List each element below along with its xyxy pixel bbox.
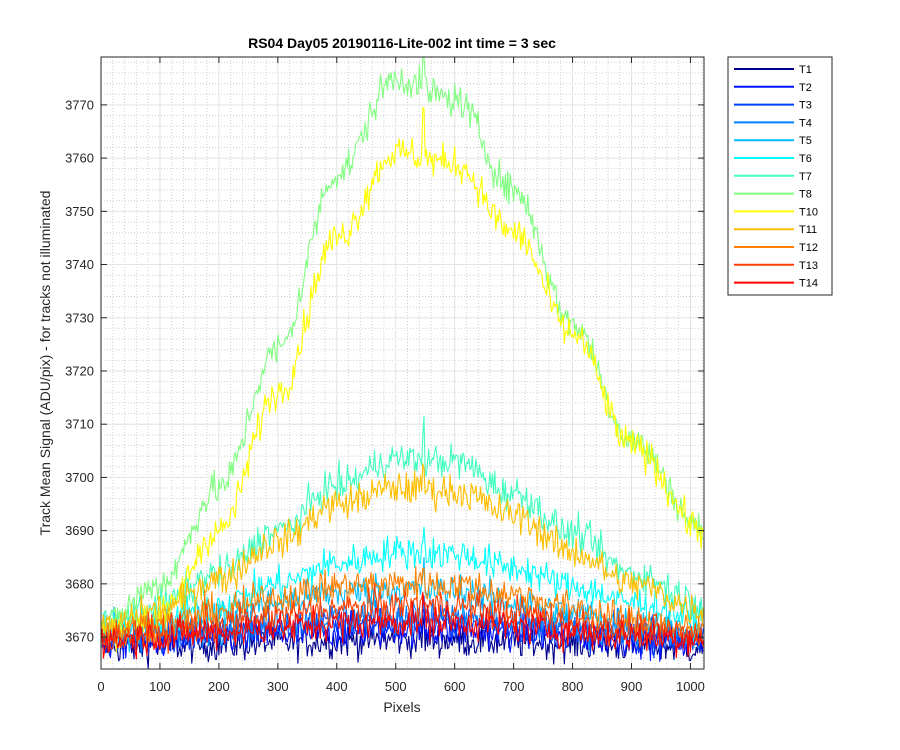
legend-label-t11: T11	[799, 224, 817, 236]
y-tick-labels: 3670 3680 3690 3700 3710 3720 3730 3740 3750 3760…	[65, 97, 94, 644]
y-tick-label: 3690	[65, 523, 94, 538]
y-tick-label: 3680	[65, 576, 94, 591]
x-axis-label: Pixels	[383, 699, 420, 715]
x-tick-label: 1000	[676, 679, 705, 694]
series-line-t4	[100, 597, 704, 654]
y-tick-label: 3730	[65, 310, 94, 325]
legend-label-t14: T14	[799, 278, 818, 290]
plot-area	[100, 56, 705, 670]
x-tick-label: 200	[208, 679, 230, 694]
y-axis-label: Track Mean Signal (ADU/pix) - for tracks…	[37, 191, 53, 536]
x-tick-label: 700	[503, 679, 525, 694]
legend-label-t7: T7	[799, 171, 812, 183]
y-tick-label: 3720	[65, 363, 94, 378]
legend-label-t2: T2	[799, 82, 812, 94]
series-line-t8	[100, 56, 704, 638]
legend: T1 T2 T3 T4 T5 T6 T7 T8 T10 T11 T12 T13 T14	[727, 56, 833, 296]
legend-label-t5: T5	[799, 135, 812, 147]
series-line-t14	[100, 592, 704, 660]
minor-grid	[101, 57, 704, 670]
legend-label-t10: T10	[799, 206, 818, 218]
series-line-t10	[100, 107, 704, 653]
y-tick-label: 3700	[65, 470, 94, 485]
legend-label-t12: T12	[799, 242, 818, 254]
x-tick-label: 900	[621, 679, 643, 694]
x-tick-label: 600	[444, 679, 466, 694]
x-tick-label: 300	[267, 679, 289, 694]
x-tick-label: 500	[385, 679, 407, 694]
x-tick-label: 400	[326, 679, 348, 694]
x-tick-label: 100	[149, 679, 171, 694]
series-line-t11	[100, 463, 704, 646]
legend-label-t13: T13	[799, 260, 818, 272]
chart-title: RS04 Day05 20190116-Lite-002 int time = …	[248, 35, 556, 51]
major-grid	[100, 57, 704, 669]
series-line-t7	[100, 416, 704, 644]
x-tick-label: 800	[562, 679, 584, 694]
y-tick-label: 3740	[65, 257, 94, 272]
y-tick-label: 3670	[65, 630, 94, 645]
y-tick-label: 3710	[65, 417, 94, 432]
legend-label-t8: T8	[799, 189, 812, 201]
series-layer	[100, 56, 704, 669]
legend-label-t4: T4	[799, 117, 812, 129]
y-tick-label: 3760	[65, 151, 94, 166]
axis-ticks	[100, 57, 704, 669]
series-line-t12	[100, 565, 704, 652]
x-tick-labels: 0 100 200 300 400 500 600 700 800 900 1000	[97, 679, 705, 694]
legend-label-t6: T6	[799, 153, 812, 165]
y-tick-label: 3750	[65, 204, 94, 219]
y-tick-label: 3770	[65, 97, 94, 112]
legend-items: T1 T2 T3 T4 T5 T6 T7 T8 T10 T11 T12 T13 T14	[734, 64, 818, 290]
x-tick-label: 0	[97, 679, 104, 694]
legend-label-t3: T3	[799, 100, 812, 112]
plot-frame	[100, 56, 705, 670]
legend-label-t1: T1	[799, 64, 812, 76]
